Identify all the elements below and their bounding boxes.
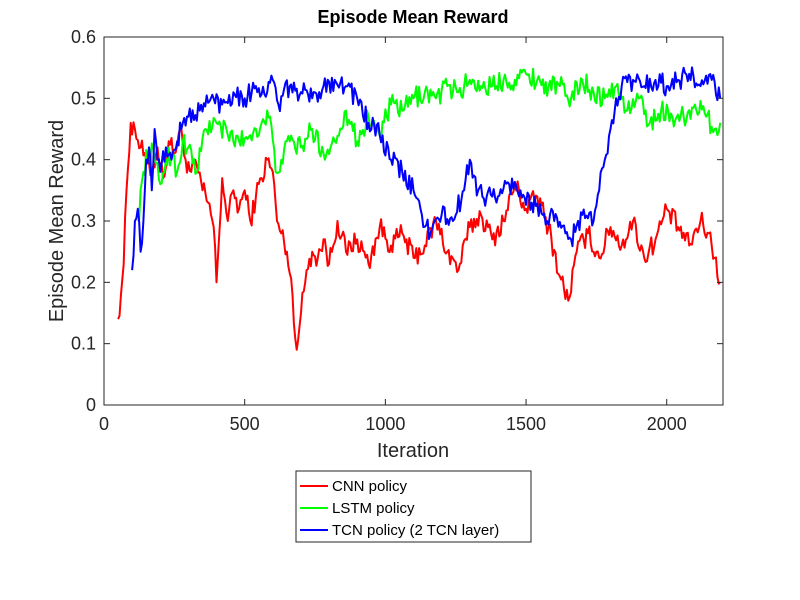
- legend-label-tcn: TCN policy (2 TCN layer): [332, 522, 499, 539]
- series-line-cnn: [117, 121, 721, 351]
- series-line-lstm: [136, 67, 722, 222]
- x-tick-label: 500: [230, 414, 260, 434]
- series-group: [117, 66, 722, 351]
- legend: CNN policy LSTM policy TCN policy (2 TCN…: [295, 470, 532, 543]
- x-tick-label: 0: [99, 414, 109, 434]
- x-axis-label: Iteration: [377, 440, 449, 462]
- chart-title: Episode Mean Reward: [317, 7, 508, 27]
- y-tick-label: 0: [86, 395, 96, 415]
- series-line-tcn: [131, 66, 722, 271]
- y-tick-label: 0.1: [71, 334, 96, 354]
- y-tick-label: 0.5: [71, 88, 96, 108]
- legend-box: [295, 470, 532, 543]
- legend-label-lstm: LSTM policy: [332, 500, 415, 517]
- legend-label-cnn: CNN policy: [332, 478, 408, 495]
- y-tick-label: 0.2: [71, 272, 96, 292]
- tick-group: 0 500 1000 1500 2000 0 0.1 0.2 0.3 0.4 0.5 0.6: [71, 27, 723, 434]
- y-tick-label: 0.6: [71, 27, 96, 47]
- y-axis-label: Episode Mean Reward: [46, 120, 68, 322]
- y-tick-label: 0.3: [71, 211, 96, 231]
- x-tick-label: 1500: [506, 414, 546, 434]
- y-tick-label: 0.4: [71, 150, 96, 170]
- x-tick-label: 1000: [365, 414, 405, 434]
- x-tick-label: 2000: [647, 414, 687, 434]
